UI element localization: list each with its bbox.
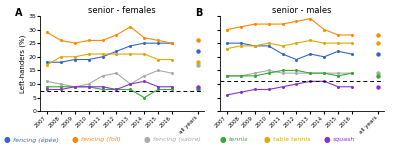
Title: senior - females: senior - females (88, 6, 156, 15)
Y-axis label: Left-handers (%): Left-handers (%) (19, 34, 26, 93)
Text: table tennis: table tennis (273, 137, 310, 142)
Text: fencing (foil): fencing (foil) (81, 137, 121, 142)
Text: fencing (sabre): fencing (sabre) (153, 137, 201, 142)
Text: ●: ● (144, 135, 151, 144)
Text: tennis: tennis (229, 137, 248, 142)
Text: ●: ● (72, 135, 79, 144)
Title: senior - males: senior - males (272, 6, 332, 15)
Text: fencing (épée): fencing (épée) (13, 137, 59, 143)
Text: squash: squash (333, 137, 355, 142)
Text: A: A (16, 8, 23, 18)
Text: ●: ● (220, 135, 227, 144)
Text: ●: ● (264, 135, 271, 144)
Text: B: B (196, 8, 203, 18)
Text: ●: ● (324, 135, 331, 144)
Text: ●: ● (4, 135, 11, 144)
